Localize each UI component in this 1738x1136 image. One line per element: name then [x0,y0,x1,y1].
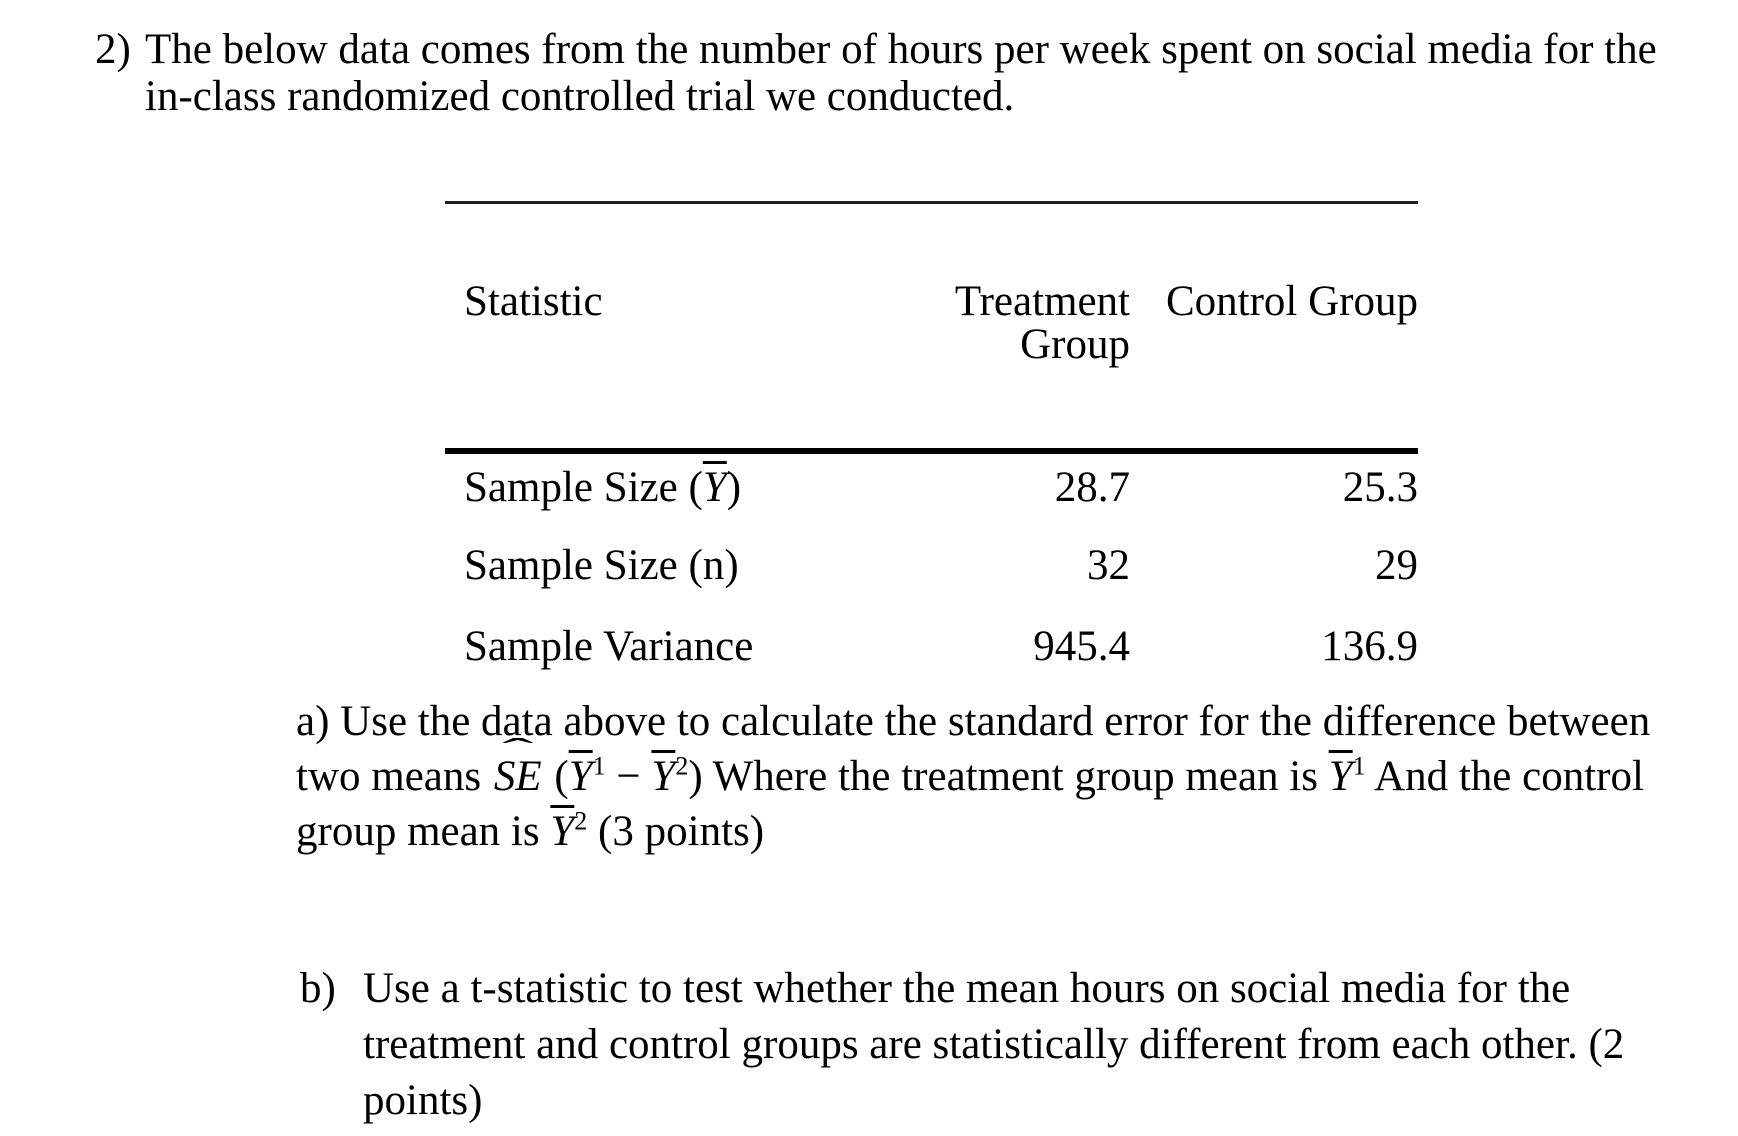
question-number: 2) [95,26,131,73]
part-a-text: And the control [1365,753,1644,800]
part-a-text: (3 points) [587,808,765,855]
question-intro: 2) The below data comes from the number … [95,26,1657,120]
se-text: SE [493,753,542,800]
part-a-line-2: two means ˆ SE (Y1 − Y2) Where the treatm… [296,733,1726,804]
statistics-table: Statistic Treatment Group Control Group … [445,201,1418,668]
part-a-line-3: group mean is Y2 (3 points) [296,804,1726,859]
row-label-suffix: ) [726,464,742,511]
row-label-sample-variance: Sample Variance [464,623,754,670]
column-header-treatment-group: Treatment Group [954,278,1130,368]
table-row-sample-size: Sample Size (n) 32 29 [445,544,1418,587]
intro-line-2: in-class randomized controlled trial we … [145,73,1015,120]
part-a-text: group mean is [296,808,551,855]
table-header-rule [445,448,1418,454]
part-a-line-1: a) Use the data above to calculate the s… [296,698,1651,745]
part-b-label: b) [300,965,336,1012]
se-hat-symbol: ˆ SE [492,733,544,804]
part-b-text: Use a t-statistic to test whether the me… [363,961,1624,1129]
y-bar-symbol: Y [651,753,676,800]
table-row-sample-mean: Sample Size (Y) 28.7 25.3 [445,466,1418,509]
part-b-line-2: treatment and control groups are statist… [363,1021,1625,1068]
table-top-rule [445,201,1418,204]
column-header-statistic: Statistic [464,278,603,325]
question-part-a: a) Use the data above to calculate the s… [296,694,1726,859]
treatment-value: 945.4 [1033,623,1130,670]
superscript-1: 1 [1352,751,1366,781]
y-bar-symbol: Y [702,464,727,511]
y-bar-symbol: Y [1328,753,1353,800]
part-a-text: ) Where the treatment group mean is [688,753,1329,800]
minus-sign: − [605,753,652,800]
treatment-value: 32 [1087,542,1130,589]
superscript-2: 2 [574,806,588,836]
treatment-value: 28.7 [1054,464,1130,511]
part-b-line-3: points) [363,1077,483,1124]
open-paren: ( [543,753,569,800]
row-label-sample-size-ybar: Sample Size (Y) [445,466,840,509]
wide-hat-accent: ˆ [502,731,534,770]
superscript-1: 1 [592,751,606,781]
y-bar-symbol: Y [568,753,593,800]
intro-line-1: The below data comes from the number of … [145,26,1657,73]
control-value: 136.9 [1321,623,1418,670]
question-part-b: b) Use a t-statistic to test whether the… [300,961,1624,1129]
table-row-sample-variance: Sample Variance 945.4 136.9 [445,625,1418,668]
row-label-sample-size-n: Sample Size (n) [464,542,739,589]
part-a-text: two means [296,753,492,800]
control-value: 25.3 [1342,464,1418,511]
y-bar-symbol: Y [550,808,575,855]
row-label-prefix: Sample Size ( [464,464,703,511]
column-header-control-group: Control Group [1165,278,1418,325]
part-b-line-1: Use a t-statistic to test whether the me… [363,965,1571,1012]
superscript-2: 2 [675,751,689,781]
control-value: 29 [1375,542,1418,589]
table-header-row: Statistic Treatment Group Control Group [445,280,1418,366]
question-intro-text: The below data comes from the number of … [145,26,1657,120]
